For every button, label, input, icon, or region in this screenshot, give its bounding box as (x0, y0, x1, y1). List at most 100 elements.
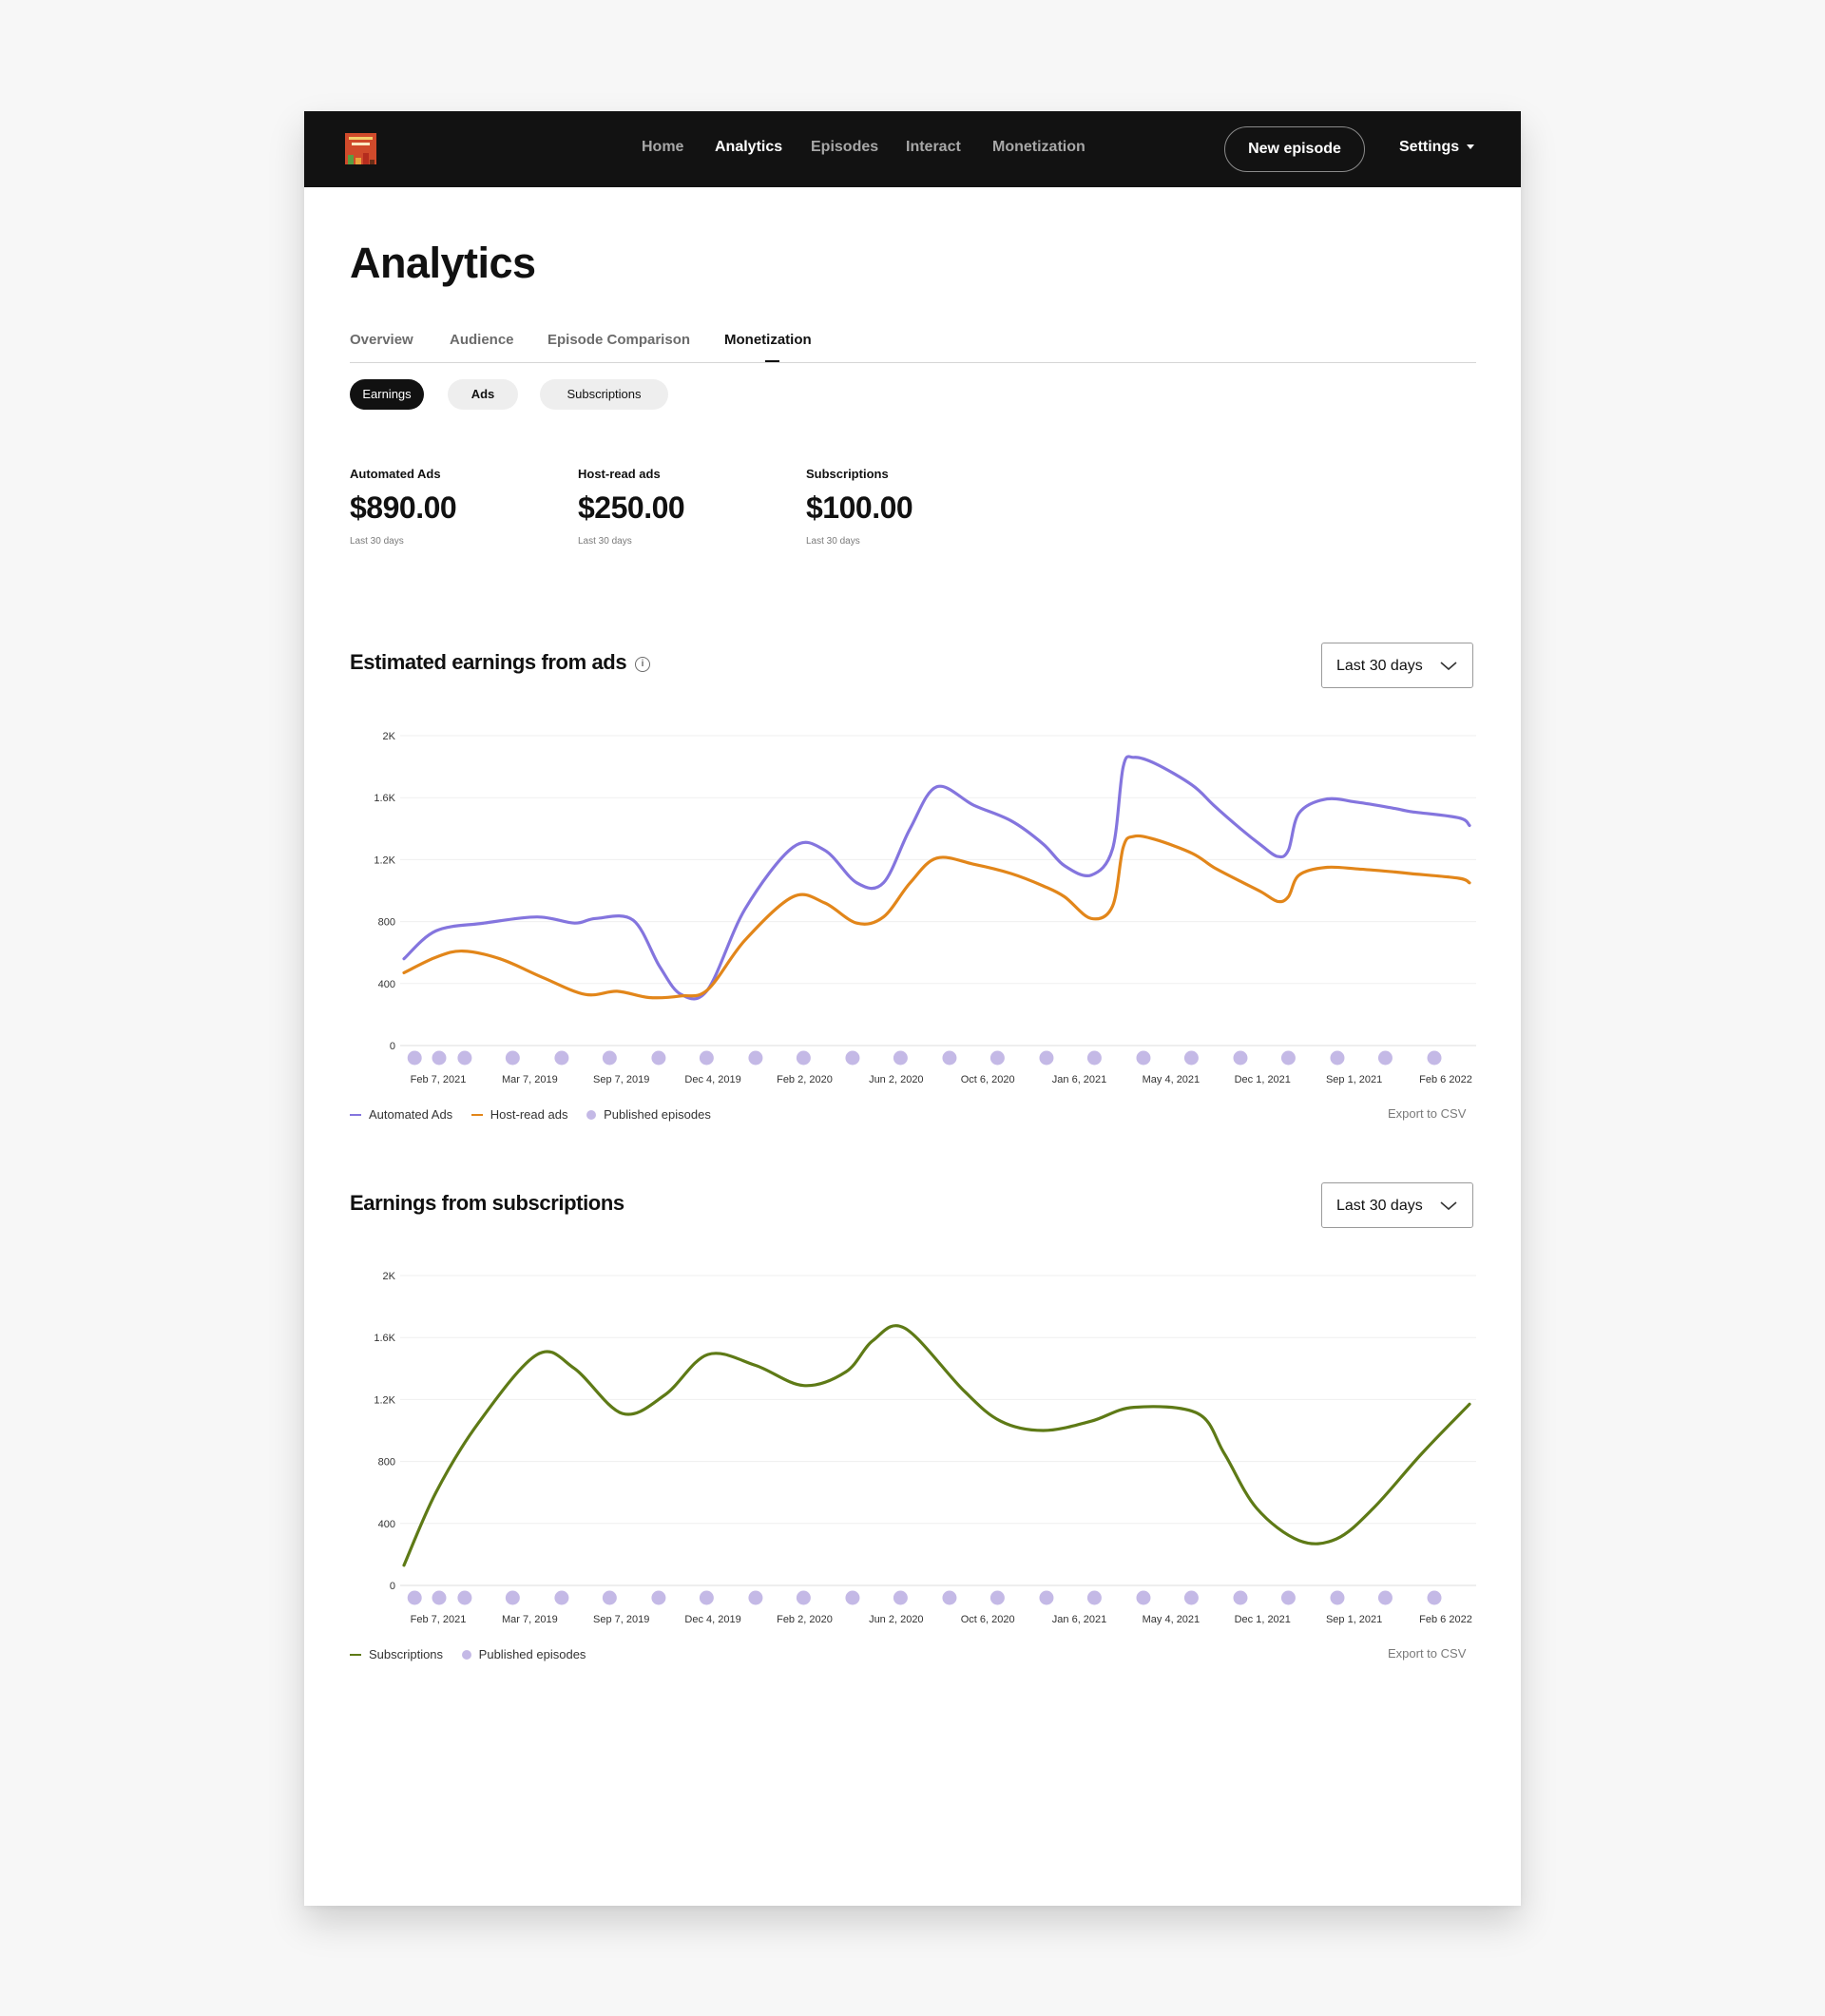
published-episode-marker[interactable] (748, 1050, 763, 1066)
published-episode-marker[interactable] (845, 1050, 860, 1066)
y-tick-label: 0 (390, 1581, 395, 1592)
published-episode-marker[interactable] (942, 1050, 957, 1066)
x-tick-label: Sep 1, 2021 (1326, 1074, 1382, 1085)
x-tick-label: May 4, 2021 (1143, 1614, 1201, 1625)
published-episode-marker[interactable] (1427, 1050, 1442, 1066)
published-episode-marker[interactable] (845, 1590, 860, 1605)
subs-section-title: Earnings from subscriptions (350, 1191, 624, 1215)
published-episode-marker[interactable] (554, 1050, 569, 1066)
published-episode-marker[interactable] (1280, 1590, 1296, 1605)
published-episode-marker[interactable] (893, 1050, 908, 1066)
x-tick-label: Sep 7, 2019 (593, 1074, 649, 1085)
pill-subscriptions[interactable]: Subscriptions (540, 379, 668, 410)
published-episode-marker[interactable] (1039, 1590, 1054, 1605)
info-icon[interactable]: i (635, 657, 650, 672)
tab-overview[interactable]: Overview (350, 332, 413, 348)
nav-episodes[interactable]: Episodes (811, 139, 879, 155)
tab-episode-comparison[interactable]: Episode Comparison (548, 332, 691, 348)
published-episode-marker[interactable] (1183, 1050, 1199, 1066)
pill-ads[interactable]: Ads (448, 379, 518, 410)
published-episode-marker[interactable] (505, 1050, 520, 1066)
published-episode-marker[interactable] (1233, 1050, 1248, 1066)
published-episode-marker[interactable] (699, 1590, 714, 1605)
tabs-divider (350, 362, 1476, 363)
published-episode-marker[interactable] (1280, 1050, 1296, 1066)
subs-export-csv-link[interactable]: Export to CSV (1388, 1646, 1467, 1661)
tab-monetization[interactable]: Monetization (724, 332, 812, 348)
x-tick-label: Jan 6, 2021 (1052, 1074, 1107, 1085)
published-episode-marker[interactable] (1039, 1050, 1054, 1066)
published-episode-marker[interactable] (554, 1590, 569, 1605)
published-episode-marker[interactable] (407, 1590, 422, 1605)
published-episode-marker[interactable] (1183, 1590, 1199, 1605)
nav-monetization[interactable]: Monetization (992, 139, 1085, 155)
settings-menu[interactable]: Settings (1399, 138, 1475, 157)
active-tab-indicator (765, 360, 779, 362)
published-episode-marker[interactable] (651, 1590, 666, 1605)
nav-home[interactable]: Home (642, 139, 684, 155)
y-tick-label: 1.2K (374, 1394, 395, 1406)
published-episode-marker[interactable] (796, 1050, 811, 1066)
x-tick-label: Oct 6, 2020 (961, 1614, 1015, 1625)
published-episode-marker[interactable] (407, 1050, 422, 1066)
published-episode-marker[interactable] (457, 1050, 472, 1066)
settings-label: Settings (1399, 139, 1460, 155)
new-episode-button[interactable]: New episode (1224, 126, 1365, 172)
published-episode-marker[interactable] (1136, 1050, 1151, 1066)
y-tick-label: 400 (378, 1519, 395, 1530)
published-episode-marker[interactable] (1233, 1590, 1248, 1605)
subscriptions-series-line (402, 1324, 1471, 1567)
published-episode-marker[interactable] (1086, 1050, 1102, 1066)
published-episode-marker[interactable] (432, 1050, 447, 1066)
published-episode-marker[interactable] (602, 1590, 617, 1605)
legend-host-read-ads: Host-read ads (471, 1107, 567, 1123)
x-tick-label: Feb 2, 2020 (777, 1614, 833, 1625)
kpi-subscriptions-period: Last 30 days (806, 536, 860, 547)
y-tick-label: 800 (378, 917, 395, 929)
published-episode-marker[interactable] (505, 1590, 520, 1605)
tab-audience[interactable]: Audience (450, 332, 514, 348)
x-tick-label: Dec 4, 2019 (684, 1074, 740, 1085)
kpi-automated-ads-label: Automated Ads (350, 467, 441, 481)
published-episode-marker[interactable] (1377, 1050, 1393, 1066)
published-episode-marker[interactable] (1136, 1590, 1151, 1605)
published-episode-marker[interactable] (1377, 1590, 1393, 1605)
published-episode-marker[interactable] (989, 1050, 1005, 1066)
published-episode-marker[interactable] (432, 1590, 447, 1605)
published-episode-marker[interactable] (893, 1590, 908, 1605)
published-episode-marker[interactable] (796, 1590, 811, 1605)
subs-range-select[interactable]: Last 30 days (1321, 1182, 1473, 1228)
published-episode-marker[interactable] (602, 1050, 617, 1066)
published-episode-marker[interactable] (1330, 1050, 1345, 1066)
ads-range-select[interactable]: Last 30 days (1321, 643, 1473, 688)
x-tick-label: Jun 2, 2020 (869, 1614, 924, 1625)
x-tick-label: Oct 6, 2020 (961, 1074, 1015, 1085)
published-episode-marker[interactable] (651, 1050, 666, 1066)
published-episode-marker[interactable] (942, 1590, 957, 1605)
nav-interact[interactable]: Interact (906, 139, 961, 155)
published-episode-marker[interactable] (1427, 1590, 1442, 1605)
ads-export-csv-link[interactable]: Export to CSV (1388, 1106, 1467, 1121)
published-episode-marker[interactable] (989, 1590, 1005, 1605)
legend-automated-ads: Automated Ads (350, 1107, 452, 1123)
pill-earnings[interactable]: Earnings (350, 379, 424, 410)
main-nav: Home Analytics Episodes Interact Monetiz… (304, 111, 1521, 187)
nav-analytics[interactable]: Analytics (715, 139, 783, 155)
y-tick-label: 0 (390, 1041, 395, 1052)
published-episode-marker[interactable] (1330, 1590, 1345, 1605)
x-tick-label: Dec 1, 2021 (1235, 1614, 1291, 1625)
host-read-ads-series-line (402, 834, 1471, 1000)
published-episode-marker[interactable] (457, 1590, 472, 1605)
kpi-host-read-period: Last 30 days (578, 536, 632, 547)
subscriptions-earnings-chart: 0 400 800 1.2K 1.6K 2K Feb 7, 2021 Mar 7, 2019 S… (374, 1271, 1476, 1625)
podcast-cover-logo[interactable] (345, 133, 376, 164)
kpi-host-read-value: $250.00 (578, 490, 685, 525)
published-episode-marker[interactable] (699, 1050, 714, 1066)
x-tick-label: May 4, 2021 (1143, 1074, 1201, 1085)
subs-chart-legend: Subscriptions Published episodes (350, 1646, 601, 1662)
x-tick-label: Sep 1, 2021 (1326, 1614, 1382, 1625)
caret-down-icon (1467, 144, 1475, 150)
kpi-subscriptions-value: $100.00 (806, 490, 913, 525)
published-episode-marker[interactable] (748, 1590, 763, 1605)
published-episode-marker[interactable] (1086, 1590, 1102, 1605)
